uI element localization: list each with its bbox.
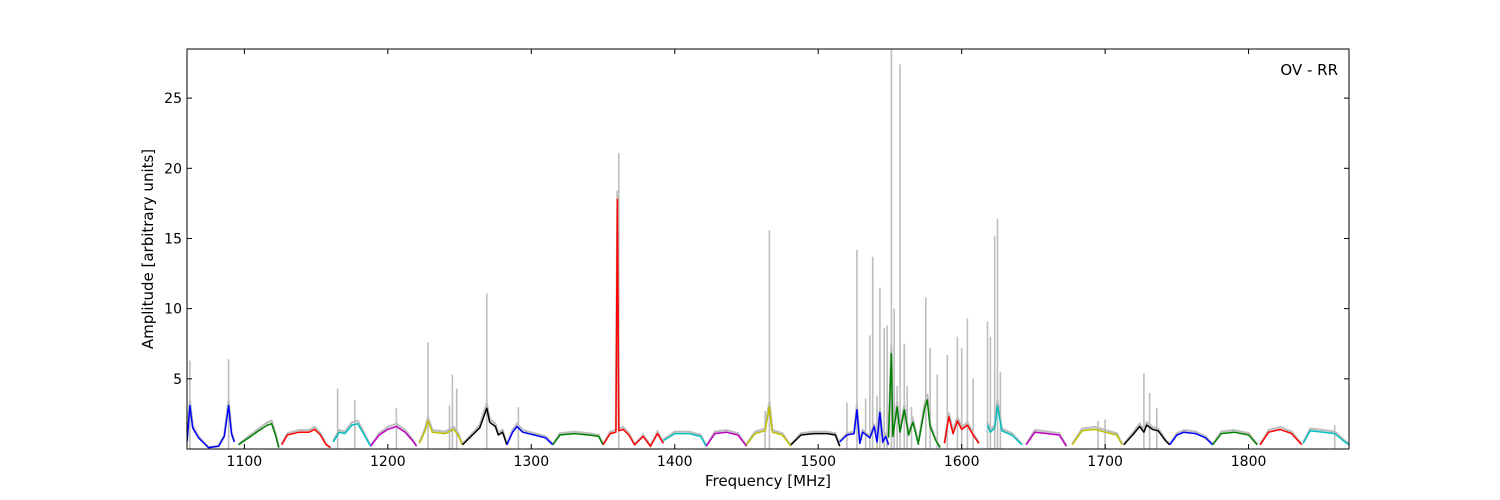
- series-segment-17: [943, 415, 980, 444]
- series-segment-9: [602, 198, 664, 447]
- gray-envelope-11: [705, 428, 748, 447]
- gray-envelope-9: [602, 190, 665, 449]
- series-segment-20: [1071, 428, 1123, 446]
- gray-envelope-18: [986, 400, 1023, 446]
- y-tick-label-20: 20: [164, 161, 182, 177]
- series-segment-12: [745, 406, 792, 447]
- series-segment-10: [662, 432, 707, 447]
- y-tick-label-15: 15: [164, 231, 182, 247]
- series-segment-16: [917, 399, 941, 448]
- x-tick-label-1100: 1100: [227, 454, 263, 470]
- gray-envelope-3: [332, 419, 372, 447]
- x-tick-label-1800: 1800: [1231, 454, 1267, 470]
- series-segment-5: [418, 420, 464, 446]
- y-tick-label-10: 10: [164, 302, 182, 318]
- gray-envelope-12: [745, 401, 792, 447]
- series-segment-14: [839, 408, 890, 446]
- gray-envelope-2: [280, 425, 332, 449]
- series-segment-6: [461, 407, 508, 446]
- gray-envelope-1: [237, 419, 280, 448]
- y-tick-label-25: 25: [164, 91, 182, 107]
- x-tick-label-1700: 1700: [1087, 454, 1123, 470]
- x-tick-label-1300: 1300: [513, 454, 549, 470]
- x-tick-label-1500: 1500: [800, 454, 836, 470]
- plot-frame: [186, 48, 1350, 450]
- series-segment-18: [986, 404, 1023, 446]
- chart-annotation: OV - RR: [1280, 61, 1338, 79]
- gray-envelope-0: [187, 400, 236, 449]
- gray-envelope-24: [1259, 425, 1303, 445]
- y-tick-label-5: 5: [173, 372, 182, 388]
- gray-envelope-22: [1168, 428, 1214, 446]
- gray-envelope-17: [943, 412, 980, 444]
- series-segment-25: [1302, 430, 1349, 446]
- series-segment-11: [705, 431, 748, 447]
- series-segment-4: [370, 425, 418, 447]
- series-segment-8: [552, 432, 604, 446]
- gray-envelope-7: [505, 422, 554, 446]
- series-segment-21: [1123, 424, 1171, 446]
- series-segment-7: [506, 425, 554, 446]
- series-segment-22: [1169, 431, 1214, 446]
- x-tick-label-1600: 1600: [944, 454, 980, 470]
- x-axis: 1100 1200 1300 1400 1500 1600 1700 1800: [227, 49, 1267, 470]
- y-axis-label: Amplitude [arbitrary units]: [139, 149, 157, 349]
- gray-envelope-21: [1122, 420, 1171, 446]
- series-segment-3: [332, 422, 372, 447]
- x-axis-label: Frequency [MHz]: [705, 472, 831, 490]
- series-segment-19: [1025, 431, 1068, 447]
- x-tick-label-1200: 1200: [370, 454, 406, 470]
- series-segment-1: [238, 422, 280, 448]
- gray-envelope-20: [1071, 425, 1124, 445]
- series-segment-23: [1212, 431, 1258, 446]
- gray-envelope-23: [1211, 428, 1259, 445]
- series-segment-13: [790, 432, 841, 447]
- plot-area: [187, 49, 1349, 449]
- series-segment-15: [887, 352, 920, 445]
- x-tick-label-1400: 1400: [657, 454, 693, 470]
- y-axis: 5 10 15 20 25: [164, 91, 1349, 388]
- series-segment-0: [187, 404, 236, 449]
- series-segment-24: [1259, 428, 1303, 446]
- series-segment-2: [281, 428, 331, 449]
